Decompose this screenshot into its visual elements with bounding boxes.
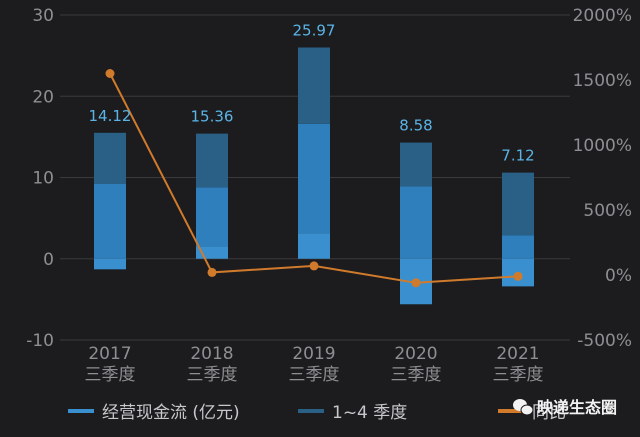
x-tick-label-quarter: 三季度 bbox=[289, 365, 340, 385]
line-layer bbox=[105, 69, 523, 288]
y-right-tick-label: -500% bbox=[577, 331, 632, 351]
y-left-tick-label: 0 bbox=[43, 250, 54, 270]
label-layer: 14.12 15.36 25.97 8.58 7.12 bbox=[89, 22, 535, 165]
bar-data-label: 8.58 bbox=[399, 117, 432, 135]
legend-swatch-quarter bbox=[298, 409, 324, 413]
x-tick-label-year: 2018 bbox=[190, 344, 233, 364]
y-left-tick-label: -10 bbox=[26, 331, 54, 351]
y-left-tick-label: 30 bbox=[32, 6, 54, 26]
watermark-text: 映递生态圈 bbox=[537, 398, 617, 417]
wechat-icon bbox=[513, 399, 534, 416]
yoy-point bbox=[105, 69, 115, 78]
y-right-tick-label: 0% bbox=[605, 266, 632, 286]
x-tick-label-quarter: 三季度 bbox=[493, 365, 544, 385]
x-tick-label-year: 2017 bbox=[88, 344, 131, 364]
yoy-point bbox=[513, 271, 523, 281]
yoy-point bbox=[207, 267, 217, 277]
legend-label-yoy: 同比 bbox=[532, 403, 566, 423]
x-tick-label-quarter: 三季度 bbox=[187, 365, 238, 385]
legend-swatch-yoy bbox=[498, 409, 524, 413]
watermark: 映递生态圈 bbox=[513, 398, 617, 417]
bar-segment bbox=[196, 133, 228, 188]
x-tick-label-year: 2020 bbox=[394, 344, 437, 364]
bar-data-label: 7.12 bbox=[501, 147, 534, 165]
axis-layer: -10 0 10 20 30 -500% 0% 500% 1000% 1500% 2000% 2017… bbox=[26, 6, 632, 385]
x-tick-label-quarter: 三季度 bbox=[85, 365, 136, 385]
bar-data-label: 25.97 bbox=[293, 22, 336, 40]
yoy-point bbox=[309, 261, 319, 271]
y-right-tick-label: 2000% bbox=[573, 6, 632, 26]
bar-data-label: 14.12 bbox=[89, 107, 132, 125]
y-right-tick-label: 500% bbox=[583, 201, 632, 221]
y-left-tick-label: 20 bbox=[32, 87, 54, 107]
legend: 经营现金流 (亿元) 1~4 季度 同比 bbox=[68, 403, 566, 423]
y-left-tick-label: 10 bbox=[32, 169, 54, 189]
bar-segment bbox=[502, 172, 534, 236]
bar-segment bbox=[400, 186, 432, 259]
x-tick-label-year: 2019 bbox=[292, 344, 335, 364]
bar-segment bbox=[94, 132, 126, 184]
bar-data-label: 15.36 bbox=[191, 108, 234, 126]
bar-segment bbox=[94, 258, 126, 270]
x-tick-label-quarter: 三季度 bbox=[391, 365, 442, 385]
bar-segment bbox=[298, 233, 330, 259]
y-right-tick-label: 1500% bbox=[573, 71, 632, 91]
y-right-tick-label: 1000% bbox=[573, 136, 632, 156]
bar-segment bbox=[94, 184, 126, 259]
yoy-point bbox=[411, 278, 421, 288]
bar-segment bbox=[502, 235, 534, 259]
legend-label-cashflow: 经营现金流 (亿元) bbox=[102, 403, 240, 423]
legend-label-quarter: 1~4 季度 bbox=[332, 403, 407, 423]
bar-segment bbox=[196, 187, 228, 247]
bar-segment bbox=[298, 47, 330, 124]
x-tick-label-year: 2021 bbox=[496, 344, 539, 364]
bar-segment bbox=[400, 142, 432, 187]
bar-segment bbox=[298, 123, 330, 234]
legend-swatch-cashflow bbox=[68, 409, 94, 413]
